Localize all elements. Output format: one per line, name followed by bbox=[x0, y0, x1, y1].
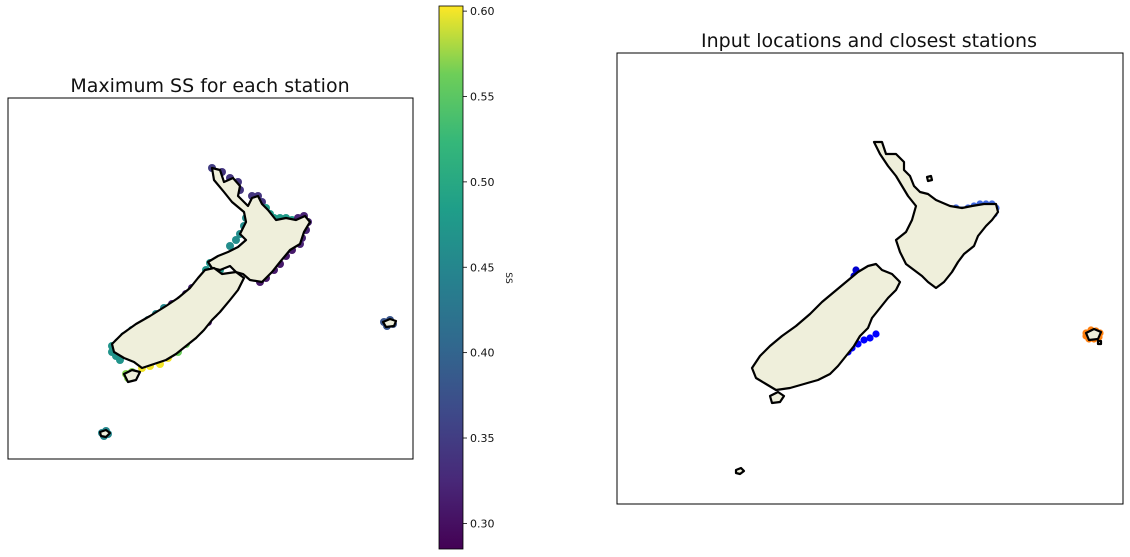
station-point-bay-of-plenty bbox=[232, 236, 240, 244]
right-map-frame bbox=[616, 52, 1124, 505]
left-south-island bbox=[110, 266, 246, 370]
right-map-panel: Input locations and closest stations bbox=[616, 30, 1124, 505]
right-south-island bbox=[750, 262, 902, 392]
colorbar-ticks: 0.30 0.35 0.40 0.45 0.50 0.55 0.60 bbox=[463, 5, 495, 530]
right-chatham-island bbox=[1084, 327, 1103, 342]
left-map-frame bbox=[7, 97, 414, 460]
right-chatham-islet bbox=[1096, 339, 1103, 346]
left-map-panel: Maximum SS for each station bbox=[7, 75, 414, 460]
colorbar: 0.30 0.35 0.40 0.45 0.50 0.55 0.60 SS bbox=[438, 5, 513, 550]
colorbar-tick-label: 0.60 bbox=[470, 5, 495, 18]
left-land bbox=[98, 166, 398, 439]
colorbar-tick-label: 0.50 bbox=[470, 176, 495, 189]
right-campbell-island bbox=[734, 466, 746, 476]
right-land bbox=[734, 140, 1103, 476]
right-stewart-island bbox=[768, 390, 786, 405]
right-northland-islet bbox=[925, 174, 934, 183]
closest-station-canterbury bbox=[860, 336, 868, 344]
closest-station-canterbury bbox=[872, 330, 880, 338]
colorbar-tick-label: 0.30 bbox=[470, 517, 495, 530]
colorbar-label: SS bbox=[503, 272, 513, 284]
station-point-bay-of-plenty bbox=[226, 242, 234, 250]
right-map-title: Input locations and closest stations bbox=[701, 30, 1037, 52]
colorbar-gradient bbox=[438, 5, 464, 550]
colorbar-tick-label: 0.40 bbox=[470, 347, 495, 360]
right-north-island bbox=[872, 140, 1000, 290]
left-campbell-island bbox=[98, 428, 112, 439]
left-stewart-island bbox=[122, 368, 142, 384]
colorbar-tick-label: 0.35 bbox=[470, 432, 495, 445]
left-map-title: Maximum SS for each station bbox=[70, 75, 349, 97]
colorbar-tick-label: 0.45 bbox=[470, 261, 495, 274]
colorbar-tick-label: 0.55 bbox=[470, 91, 495, 104]
left-chatham-island bbox=[381, 317, 398, 329]
left-north-island bbox=[206, 166, 312, 284]
closest-station-canterbury bbox=[866, 334, 874, 342]
